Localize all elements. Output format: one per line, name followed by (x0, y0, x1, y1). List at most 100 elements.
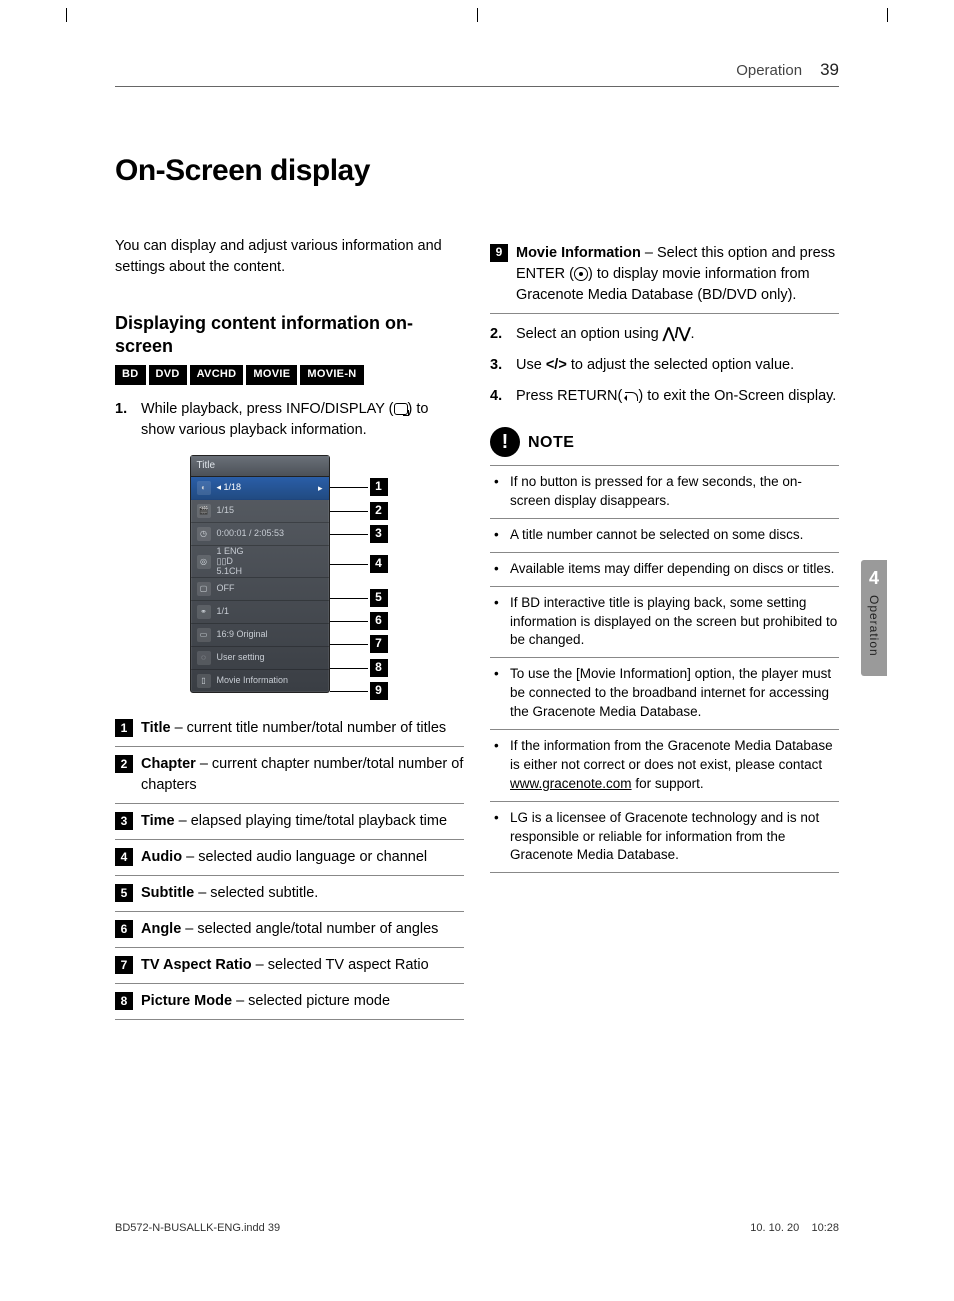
running-header: Operation 39 (736, 60, 839, 80)
osd-row-text: 0:00:01 / 2:05:53 (217, 529, 285, 539)
osd-row-text: 1/1 (217, 607, 230, 617)
osd-row-icon: 🎬 (197, 504, 211, 518)
osd-row: ◷ 0:00:01 / 2:05:53 (191, 523, 329, 546)
subsection-title: Displaying content information on-screen (115, 312, 464, 359)
osd-row-text: User setting (217, 653, 265, 663)
osd-row-text: OFF (217, 584, 235, 594)
note-label: NOTE (528, 431, 574, 454)
callout-8: 8 (370, 659, 388, 677)
osd-row: 🎬 1/15 (191, 500, 329, 523)
note-list: •If no button is pressed for a few secon… (490, 465, 839, 873)
note-item: •LG is a licensee of Gracenote technolog… (490, 802, 839, 874)
header-rule (115, 86, 839, 87)
legend-item-5: 5 Subtitle – selected subtitle. (115, 876, 464, 912)
callout-7: 7 (370, 635, 388, 653)
legend-number: 6 (115, 920, 133, 938)
legend-number: 4 (115, 848, 133, 866)
osd-row-icon: ◷ (197, 527, 211, 541)
step: 3.Use </> to adjust the selected option … (490, 355, 839, 376)
side-tab: 4 Operation (861, 560, 887, 676)
note-item: •If the information from the Gracenote M… (490, 730, 839, 802)
osd-row-icon: ▯ (197, 674, 211, 688)
badge-dvd: DVD (149, 365, 187, 385)
legend-item-1: 1 Title – current title number/total numb… (115, 711, 464, 747)
osd-header: Title (191, 456, 329, 478)
osd-panel: Title ◐◂ 1/18▸🎬1/15◷0:00:01 / 2:05:53◎1 … (190, 455, 330, 694)
osd-row: ◎ 1 ENG ▯▯D 5.1CH (191, 546, 329, 578)
right-column: 9 Movie Information – Select this option… (490, 236, 839, 1020)
legend-list: 1 Title – current title number/total numb… (115, 711, 464, 1020)
osd-figure: Title ◐◂ 1/18▸🎬1/15◷0:00:01 / 2:05:53◎1 … (190, 455, 390, 694)
page-footer: BD572-N-BUSALLK-ENG.indd 39 10. 10. 20 1… (115, 1222, 839, 1234)
legend-number: 9 (490, 244, 508, 262)
osd-row-icon: ◐ (197, 481, 211, 495)
legend-number: 3 (115, 812, 133, 830)
page-number: 39 (820, 60, 839, 80)
gracenote-link[interactable]: www.gracenote.com (510, 776, 632, 791)
legend-number: 8 (115, 992, 133, 1010)
osd-row-text: ◂ 1/18 (217, 483, 242, 493)
legend-text: Movie Information – Select this option a… (516, 243, 839, 306)
badge-movie: MOVIE (246, 365, 297, 385)
display-icon (394, 403, 408, 415)
note-item: •Available items may differ depending on… (490, 553, 839, 587)
step-text: While playback, press INFO/DISPLAY () to… (141, 399, 464, 441)
step: 2.Select an option using ⋀/⋁. (490, 324, 839, 345)
badge-bd: BD (115, 365, 146, 385)
osd-row: ◐◂ 1/18▸ (191, 477, 329, 500)
note-icon: ! (490, 427, 520, 457)
callout-6: 6 (370, 612, 388, 630)
legend-number: 5 (115, 884, 133, 902)
osd-row: ⚭1/1 (191, 601, 329, 624)
osd-row-text: Movie Information (217, 676, 289, 686)
legend-text: Title – current title number/total numbe… (141, 718, 446, 739)
callout-5: 5 (370, 589, 388, 607)
osd-row-icon: ▭ (197, 628, 211, 642)
enter-icon (574, 267, 588, 281)
osd-row-icon: ▢ (197, 582, 211, 596)
page-title: On-Screen display (115, 154, 839, 188)
osd-row-icon: ◎ (197, 555, 211, 569)
note-header: ! NOTE (490, 427, 839, 457)
osd-row: ◌ User setting (191, 647, 329, 670)
disc-badges: BDDVDAVCHDMOVIEMOVIE-N (115, 365, 464, 385)
legend-item-4: 4 Audio – selected audio language or chan… (115, 840, 464, 876)
osd-row: ▭ 16:9 Original (191, 624, 329, 647)
callout-9: 9 (370, 682, 388, 700)
left-column: You can display and adjust various infor… (115, 236, 464, 1020)
osd-row-icon: ◌ (197, 651, 211, 665)
osd-row-text: 16:9 Original (217, 630, 268, 640)
osd-row-text: 1/15 (217, 506, 235, 516)
footer-file: BD572-N-BUSALLK-ENG.indd 39 (115, 1222, 280, 1234)
legend-item-9: 9 Movie Information – Select this option… (490, 236, 839, 314)
legend-text: Chapter – current chapter number/total n… (141, 754, 464, 796)
badge-avchd: AVCHD (190, 365, 244, 385)
legend-item-3: 3 Time – elapsed playing time/total playb… (115, 804, 464, 840)
footer-stamp: 10. 10. 20 10:28 (750, 1222, 839, 1234)
legend-item-2: 2 Chapter – current chapter number/total … (115, 747, 464, 804)
step: 4.Press RETURN() to exit the On-Screen d… (490, 386, 839, 407)
step-number: 1. (115, 399, 133, 441)
osd-row-text: 1 ENG ▯▯D 5.1CH (217, 547, 244, 577)
legend-number: 1 (115, 719, 133, 737)
legend-text: Subtitle – selected subtitle. (141, 883, 318, 904)
step-1: 1. While playback, press INFO/DISPLAY ()… (115, 399, 464, 441)
legend-item-8: 8 Picture Mode – selected picture mode (115, 984, 464, 1020)
manual-page: Operation 39 On-Screen display You can d… (67, 30, 887, 1240)
legend-text: Angle – selected angle/total number of a… (141, 919, 438, 940)
legend-text: Picture Mode – selected picture mode (141, 991, 390, 1012)
legend-text: Time – elapsed playing time/total playba… (141, 811, 447, 832)
intro-text: You can display and adjust various infor… (115, 236, 464, 278)
section-name: Operation (736, 62, 802, 79)
note-item: •If BD interactive title is playing back… (490, 587, 839, 659)
legend-number: 7 (115, 956, 133, 974)
legend-item-6: 6 Angle – selected angle/total number of … (115, 912, 464, 948)
legend-text: Audio – selected audio language or chann… (141, 847, 427, 868)
callout-1: 1 (370, 478, 388, 496)
legend-item-7: 7 TV Aspect Ratio – selected TV aspect Ra… (115, 948, 464, 984)
side-tab-number: 4 (861, 568, 887, 589)
legend-number: 2 (115, 755, 133, 773)
legend-text: TV Aspect Ratio – selected TV aspect Rat… (141, 955, 429, 976)
note-item: •To use the [Movie Information] option, … (490, 658, 839, 730)
osd-row: ▢ OFF (191, 578, 329, 601)
